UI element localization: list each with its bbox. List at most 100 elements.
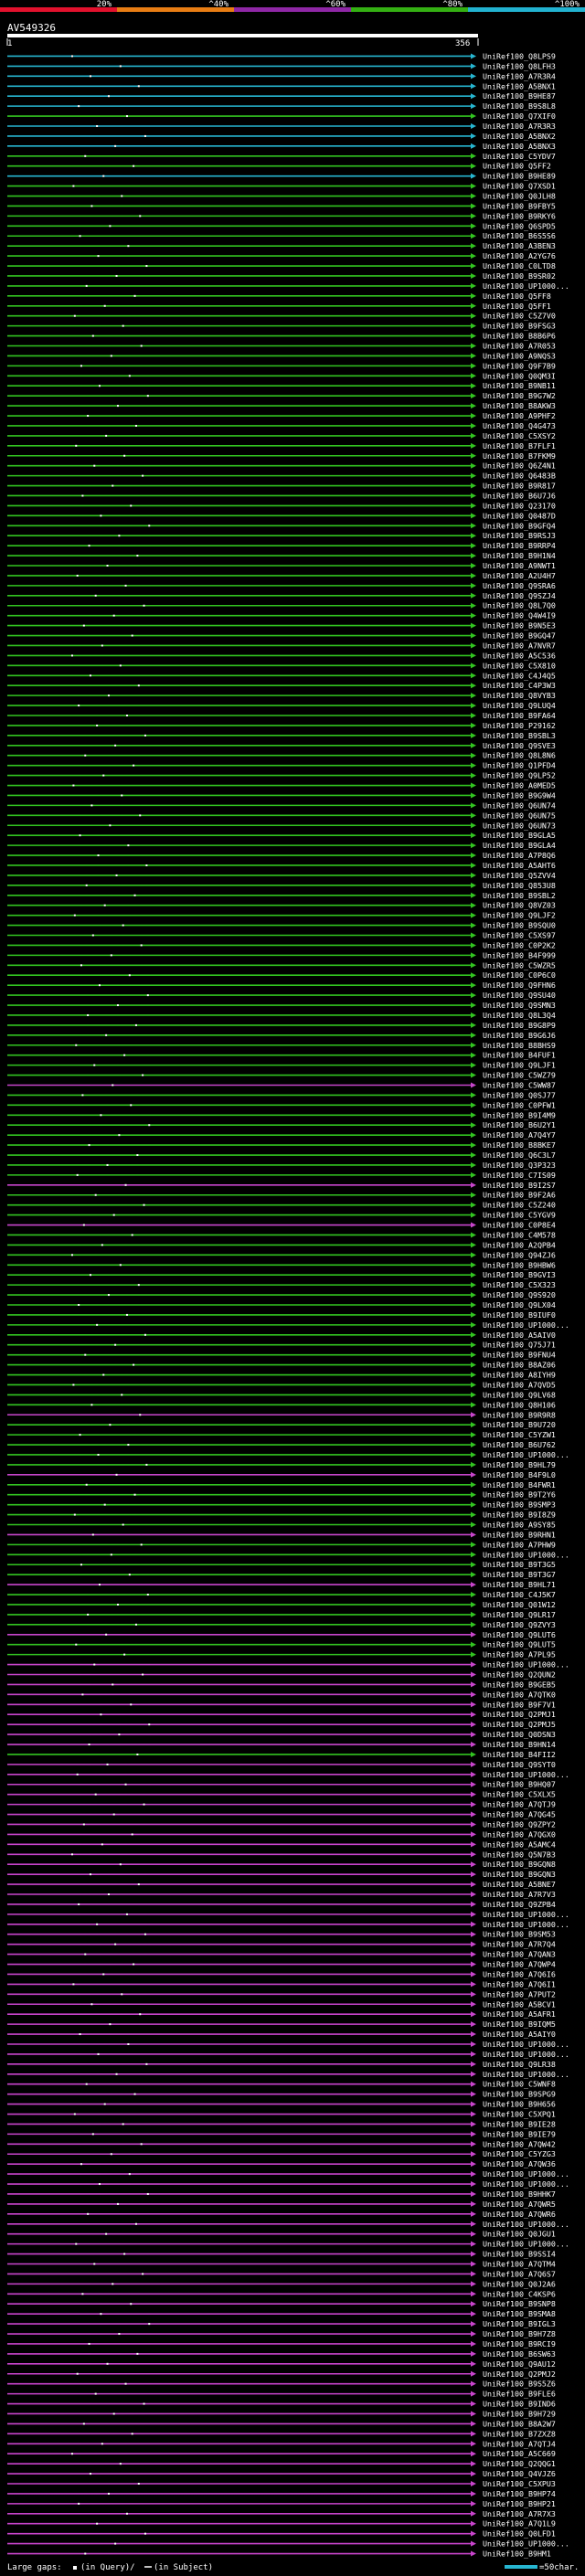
gap-mark (148, 1723, 151, 1726)
hit-arrow (471, 683, 476, 689)
hit-arrow (471, 2141, 476, 2147)
hit-label: UniRef100_C0P6C0 (483, 970, 556, 980)
hit-label: UniRef100_UP1000... (483, 1320, 569, 1330)
hit-arrow (471, 1461, 476, 1468)
hit-arrow (471, 2041, 476, 2047)
hit-arrow (471, 503, 476, 509)
hit-label: UniRef100_A5BNX2 (483, 132, 556, 141)
gap-mark (130, 1104, 133, 1107)
hit-label: UniRef100_Q9LR17 (483, 1610, 556, 1619)
hit-arrow (471, 523, 476, 529)
hit-arrow (471, 313, 476, 319)
hit-label: UniRef100_B8BKE7 (483, 1140, 556, 1150)
gap-mark (84, 1353, 87, 1356)
gap-mark (145, 2062, 148, 2065)
hit-label: UniRef100_Q9S920 (483, 1290, 556, 1299)
gap-mark (122, 324, 124, 327)
hit-label: UniRef100_A7QTJ4 (483, 2439, 556, 2448)
gap-mark (133, 294, 136, 297)
hit-label: UniRef100_C4J5K7 (483, 1590, 556, 1599)
hit-arrow (471, 922, 476, 928)
hit-label: UniRef100_Q0QM3I (483, 371, 556, 380)
hit-label: UniRef100_UP1000... (483, 2179, 569, 2189)
hit-arrow (471, 1592, 476, 1598)
hit-label: UniRef100_Q9LR38 (483, 2060, 556, 2069)
hit-arrow (471, 1631, 476, 1638)
hit-arrow (471, 1882, 476, 1888)
gap-mark (128, 974, 131, 977)
hit-arrow (471, 2530, 476, 2537)
hit-arrow (471, 1601, 476, 1607)
hit-arrow (471, 1072, 476, 1078)
hit-label: UniRef100_A7Q1L9 (483, 2519, 556, 2528)
gap-mark (102, 1373, 105, 1376)
gap-mark (110, 954, 112, 957)
gap-mark (134, 1023, 137, 1026)
gap-mark (118, 535, 121, 537)
gap-mark (112, 1813, 115, 1816)
gap-mark (123, 454, 126, 457)
hit-arrow (471, 572, 476, 578)
hit-arrow (471, 1811, 476, 1818)
hit-label: UniRef100_Q0J2A6 (483, 2279, 556, 2288)
hit-label: UniRef100_B9RSJ3 (483, 531, 556, 540)
gap-mark (80, 964, 82, 967)
gap-mark (142, 2273, 144, 2275)
gap-mark (133, 1963, 135, 1966)
hit-label: UniRef100_B9IGL3 (483, 2319, 556, 2328)
hit-arrow (471, 2451, 476, 2457)
hit-arrow (471, 103, 476, 110)
hit-arrow (471, 203, 476, 209)
gap-mark (119, 664, 122, 667)
gap-mark (100, 1713, 102, 1716)
gap-mark (70, 654, 73, 657)
hit-label: UniRef100_UP1000... (483, 1770, 569, 1779)
gap-mark (72, 1383, 75, 1386)
hit-arrow (471, 1791, 476, 1797)
hit-label: UniRef100_C5YZG3 (483, 2149, 556, 2158)
gap-mark (145, 265, 148, 268)
hit-label: UniRef100_B9SPG9 (483, 2090, 556, 2099)
hit-label: UniRef100_A7QWP4 (483, 1960, 556, 1969)
hit-arrow (471, 1212, 476, 1218)
gap-mark (114, 1943, 117, 1945)
hit-label: UniRef100_B9HP74 (483, 2489, 556, 2498)
identity-scale: 20% ^40% ^60% ^80% ^100% (0, 0, 585, 12)
gap-mark (146, 395, 149, 398)
hit-arrow (471, 782, 476, 789)
gap-mark (128, 2173, 131, 2176)
hit-label: UniRef100_B9SMP3 (483, 1500, 556, 1510)
hit-arrow (471, 2061, 476, 2067)
hit-label: UniRef100_B9SSI4 (483, 2250, 556, 2259)
gap-mark (70, 1254, 73, 1256)
hit-arrow (471, 2411, 476, 2417)
hit-arrow (471, 1751, 476, 1757)
gap-mark (116, 2202, 119, 2205)
gap-mark (89, 75, 91, 78)
hit-arrow (471, 563, 476, 569)
gap-mark (97, 1453, 100, 1456)
hit-arrow (471, 772, 476, 779)
gap-mark (76, 574, 79, 577)
hit-arrow (471, 253, 476, 260)
hit-label: UniRef100_Q9ZVY3 (483, 1620, 556, 1629)
hit-arrow (471, 732, 476, 738)
gap-mark (101, 2443, 103, 2445)
hit-label: UniRef100_Q9LUT5 (483, 1640, 556, 1649)
hit-arrow (471, 553, 476, 559)
gap-mark (122, 924, 124, 927)
hit-label: UniRef100_B9H1N4 (483, 551, 556, 560)
hit-arrow (471, 832, 476, 839)
gap-mark (79, 235, 81, 238)
gap-mark (84, 754, 87, 757)
hit-arrow (471, 83, 476, 90)
hit-arrow (471, 1471, 476, 1478)
hit-label: UniRef100_C5WNF8 (483, 2080, 556, 2089)
hit-label: UniRef100_Q01W12 (483, 1600, 556, 1609)
gap-mark (123, 1054, 126, 1056)
gap-mark (139, 814, 142, 817)
hit-arrow (471, 2091, 476, 2097)
gap-mark (79, 1434, 81, 1436)
gap-mark (125, 1313, 128, 1316)
